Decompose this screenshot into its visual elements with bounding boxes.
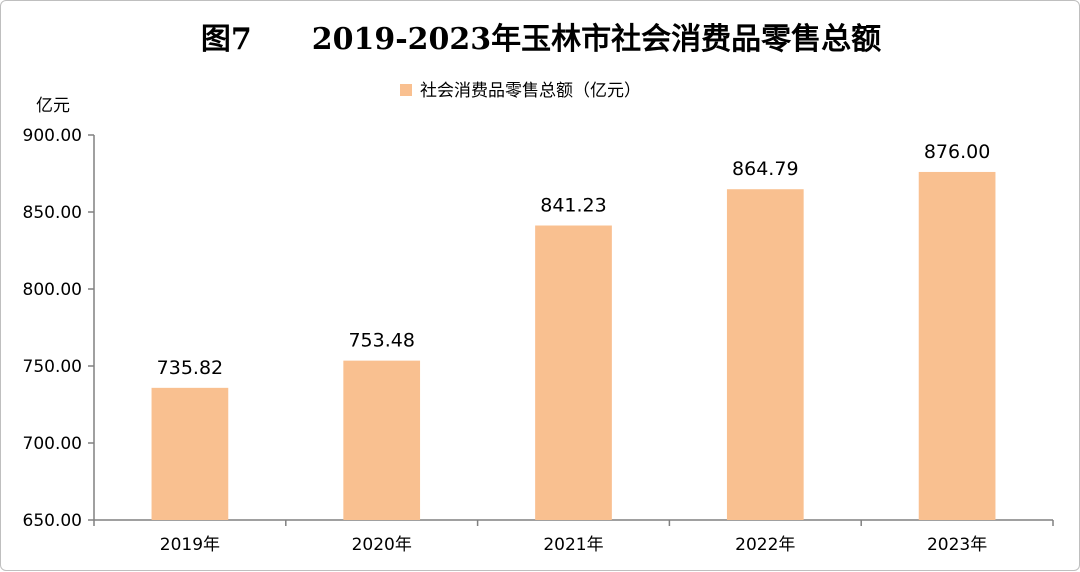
chart-title: 图7 2019-2023年玉林市社会消费品零售总额 (201, 22, 881, 57)
legend-label: 社会消费品零售总额（亿元） (420, 81, 641, 101)
data-label: 841.23 (540, 195, 606, 217)
y-axis-unit: 亿元 (36, 96, 70, 116)
bar (535, 225, 612, 520)
y-tick-label: 800.00 (23, 280, 82, 300)
data-label: 735.82 (157, 357, 223, 379)
data-labels: 735.82 753.48 841.23 864.79 876.00 (157, 141, 991, 379)
y-tick-label: 850.00 (23, 203, 82, 223)
data-label: 876.00 (924, 141, 990, 163)
bar (918, 171, 996, 520)
data-label: 864.79 (732, 158, 798, 180)
data-label: 753.48 (348, 330, 414, 352)
y-tick-label: 750.00 (23, 357, 82, 377)
bar (151, 387, 229, 520)
legend-swatch (400, 84, 412, 96)
y-tick-label: 900.00 (23, 126, 82, 146)
bars (151, 171, 996, 521)
y-axis-ticks: 650.00 700.00 750.00 800.00 850.00 900.00 (23, 126, 94, 531)
x-tick-label: 2019年 (160, 535, 220, 555)
bar (726, 189, 804, 521)
x-tick-label: 2022年 (735, 535, 795, 555)
x-tick-label: 2023年 (927, 535, 987, 555)
x-tick-label: 2020年 (352, 535, 412, 555)
bar (343, 360, 421, 520)
x-tick-label: 2021年 (543, 535, 603, 555)
y-tick-label: 650.00 (23, 511, 82, 531)
y-tick-label: 700.00 (23, 434, 82, 454)
x-axis-ticks: 2019年 2020年 2021年 2022年 2023年 (93, 520, 1054, 555)
legend: 社会消费品零售总额（亿元） (400, 81, 641, 101)
